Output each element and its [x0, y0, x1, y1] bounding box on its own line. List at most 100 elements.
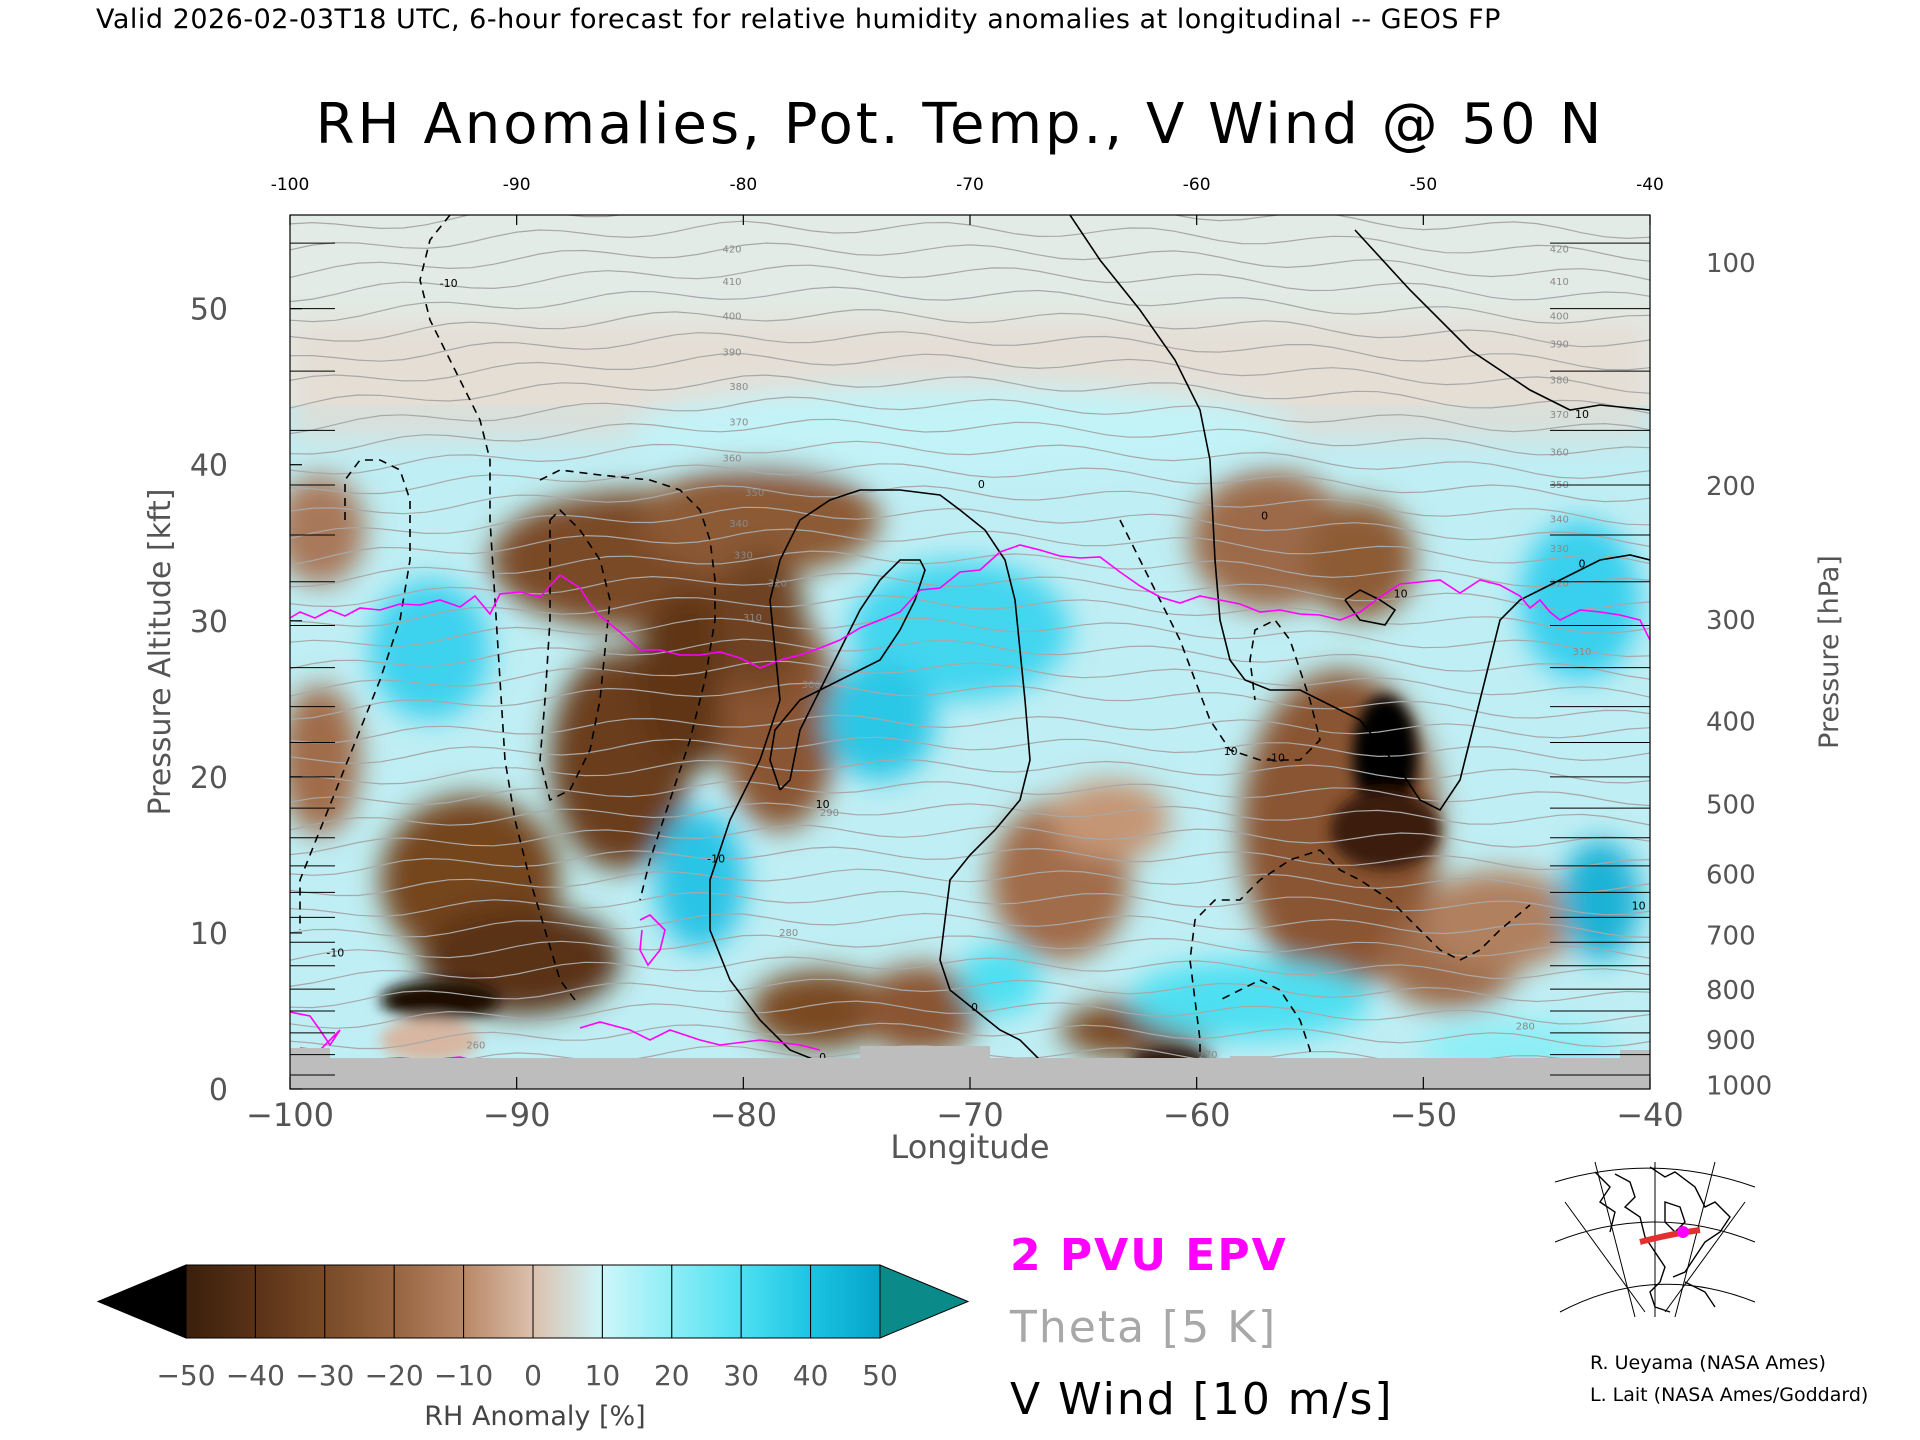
theta-contour-label: 260 [466, 1040, 485, 1051]
theta-contour-line [290, 374, 1650, 414]
colorbar-segment [671, 1264, 742, 1339]
theta-contour-label: 280 [1516, 1022, 1535, 1033]
vwind-contour-label: -10 [707, 853, 725, 866]
theta-contour-label: 370 [729, 418, 748, 429]
theta-contour-line [290, 912, 1650, 938]
theta-contour-line [290, 736, 1650, 765]
right-tick-label: 200 [1706, 472, 1756, 502]
theta-contour-line [290, 682, 1650, 720]
top-tick-label: -100 [271, 175, 310, 195]
theta-contour-line [290, 242, 1650, 281]
vwind-contour-label: 10 [1224, 745, 1238, 758]
theta-contour-label: 410 [722, 277, 741, 288]
theta-contour-line [290, 396, 1650, 435]
theta-contour-label: 400 [1550, 312, 1569, 323]
vwind-contour-zero-dome [769, 489, 1061, 1086]
theta-contour-line [290, 572, 1650, 611]
left-tick-label: 30 [190, 605, 228, 640]
top-tick-label: -40 [1636, 175, 1664, 195]
vwind-contour-minus10-loop [299, 459, 411, 930]
epv-contour-tropopause [290, 544, 1650, 669]
colorbar-tick-label: −30 [295, 1359, 354, 1392]
theta-contour-label: 330 [1550, 544, 1569, 555]
top-tick-label: -60 [1183, 175, 1211, 195]
theta-contour-label: 290 [820, 808, 839, 819]
colorbar-tick-label: −50 [156, 1359, 215, 1392]
bottom-tick-label: −70 [936, 1096, 1004, 1134]
chart-title: RH Anomalies, Pot. Temp., V Wind @ 50 N [315, 92, 1605, 157]
right-tick-label: 800 [1706, 976, 1756, 1006]
theta-contour-line [290, 550, 1650, 588]
theta-contour-label: 420 [722, 244, 741, 255]
colorbar-tick-label: 40 [793, 1359, 829, 1392]
right-tick-label: 300 [1706, 606, 1756, 636]
theta-contour-line [290, 308, 1650, 348]
left-tick-label: 50 [190, 293, 228, 328]
colorbar-segment [463, 1264, 534, 1339]
theta-contour-line [290, 463, 1650, 503]
right-tick-label: 500 [1706, 790, 1756, 820]
top-axis-ticks: -100 -90 -80 -70 -60 -50 -40 [271, 175, 1664, 225]
theta-contour-line [290, 506, 1650, 548]
credit-line-2: L. Lait (NASA Ames/Goddard) [1590, 1384, 1869, 1406]
bottom-axis-ticks: −100 −90 −80 −70 −60 −50 −40 [246, 1077, 1684, 1134]
theta-contour-label: 380 [729, 382, 748, 393]
y-axis-label-right: Pressure [hPa] [1814, 555, 1845, 749]
colorbar-tick-label: 0 [524, 1359, 542, 1392]
right-tick-label: 900 [1706, 1026, 1756, 1056]
top-tick-label: -80 [729, 175, 757, 195]
legend-theta: Theta [5 K] [1009, 1302, 1277, 1353]
theta-contour-line [290, 440, 1650, 479]
top-tick-label: -50 [1409, 175, 1437, 195]
theta-contour-label: 340 [1550, 514, 1569, 525]
theta-contour-line [290, 485, 1650, 526]
inset-center-dot [1677, 1226, 1689, 1238]
theta-contours [290, 215, 1650, 1089]
vwind-contour-zero-east [1339, 554, 1650, 812]
left-axis-ticks: 0 10 20 30 40 50 [190, 242, 335, 1108]
theta-contour-line [290, 868, 1650, 897]
vwind-contour-label: 10 [1632, 900, 1646, 913]
theta-contour-line [290, 824, 1650, 856]
theta-contour-label: 320 [1550, 578, 1569, 589]
theta-contour-line [290, 528, 1650, 566]
colorbar-tick-label: 10 [585, 1359, 621, 1392]
vwind-contour-label: -10 [326, 946, 344, 959]
vwind-contour-label: 10 [1575, 408, 1589, 421]
theta-contour-line [290, 758, 1650, 785]
x-axis-label: Longitude [890, 1128, 1049, 1166]
theta-contour-line [290, 418, 1650, 456]
theta-contour-label: 340 [729, 519, 748, 530]
vwind-contour-label: -10 [1267, 751, 1285, 764]
theta-contour-line [290, 638, 1650, 680]
inset-section-line [1639, 1227, 1701, 1245]
theta-contour-line [290, 780, 1650, 807]
theta-contour-label: 320 [768, 578, 787, 589]
colorbar-tick-label: −10 [434, 1359, 493, 1392]
theta-contour-label: 350 [1550, 480, 1569, 491]
colorbar-segment [601, 1264, 673, 1339]
theta-contour-label: 420 [1550, 244, 1569, 255]
vwind-contour-label: 0 [819, 1051, 826, 1064]
vwind-contour-label: -10 [440, 277, 458, 290]
inset-locator-map [1554, 1161, 1756, 1318]
vwind-contour-label: 0 [978, 478, 985, 491]
colorbar-tick-label: −40 [226, 1359, 285, 1392]
theta-contour-label: 300 [802, 680, 821, 691]
credit-line-1: R. Ueyama (NASA Ames) [1590, 1352, 1826, 1374]
y-axis-label-left: Pressure Altitude [kft] [143, 489, 178, 816]
colorbar-tick-label: 50 [862, 1359, 898, 1392]
theta-contour-line [290, 714, 1650, 744]
vwind-contour-label: 0 [1579, 558, 1586, 571]
vwind-contour-zero-west [709, 699, 816, 1061]
vwind-contour-plus10-east [1344, 589, 1397, 626]
theta-contour-label: 400 [722, 312, 741, 323]
theta-contour-label: 390 [1550, 340, 1569, 351]
theta-contour-label: 370 [1550, 410, 1569, 421]
colorbar-segment [810, 1264, 881, 1339]
rh-anomaly-field [290, 215, 1650, 1089]
vwind-contour-minus10-central [539, 469, 716, 901]
colorbar-segment [254, 1264, 326, 1339]
theta-contour-label: 280 [779, 928, 798, 939]
